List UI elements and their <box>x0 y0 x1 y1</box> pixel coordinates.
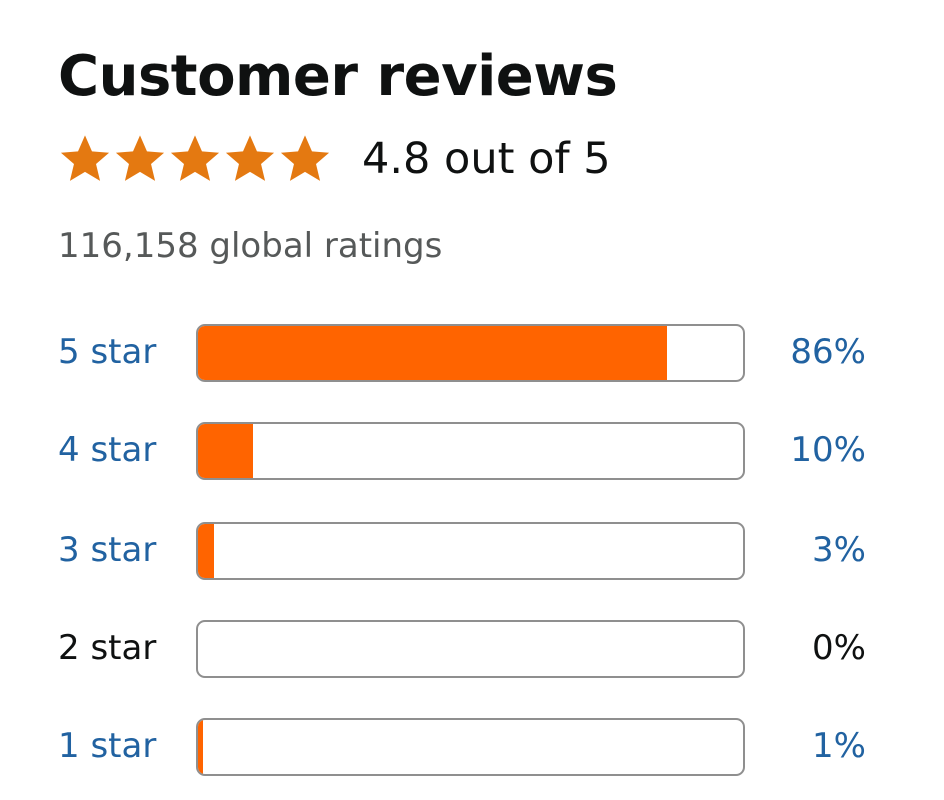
page-title: Customer reviews <box>58 44 618 109</box>
rating-bar-fill <box>198 326 667 380</box>
star-icon <box>278 132 332 190</box>
average-rating[interactable]: 4.8 out of 5 <box>362 134 611 184</box>
star-icon <box>168 132 222 190</box>
rating-row-label: 2 star <box>58 628 157 668</box>
rating-row-5-star[interactable]: 5 star 86% <box>0 324 944 382</box>
rating-row-percent: 86% <box>790 332 866 372</box>
global-ratings-count: 116,158 global ratings <box>58 226 443 266</box>
star-icon <box>223 132 277 190</box>
rating-row-percent: 3% <box>812 530 866 570</box>
rating-row-percent: 1% <box>812 726 866 766</box>
star-icon <box>58 132 112 190</box>
rating-bar <box>196 620 745 678</box>
star-icon <box>113 132 167 190</box>
rating-row-label: 4 star <box>58 430 157 470</box>
rating-row-2-star: 2 star 0% <box>0 620 944 678</box>
rating-row-percent: 10% <box>790 430 866 470</box>
rating-row-3-star[interactable]: 3 star 3% <box>0 522 944 580</box>
rating-bar-fill <box>198 524 215 578</box>
star-rating <box>58 132 332 190</box>
rating-row-percent: 0% <box>812 628 866 668</box>
rating-bar <box>196 522 745 580</box>
rating-bar <box>196 324 745 382</box>
rating-bar <box>196 422 745 480</box>
rating-row-label: 5 star <box>58 332 157 372</box>
rating-row-4-star[interactable]: 4 star 10% <box>0 422 944 480</box>
rating-bar-fill <box>198 720 204 774</box>
rating-bar <box>196 718 745 776</box>
rating-row-label: 1 star <box>58 726 157 766</box>
rating-row-label: 3 star <box>58 530 157 570</box>
rating-bar-fill <box>198 424 253 478</box>
rating-row-1-star[interactable]: 1 star 1% <box>0 718 944 776</box>
